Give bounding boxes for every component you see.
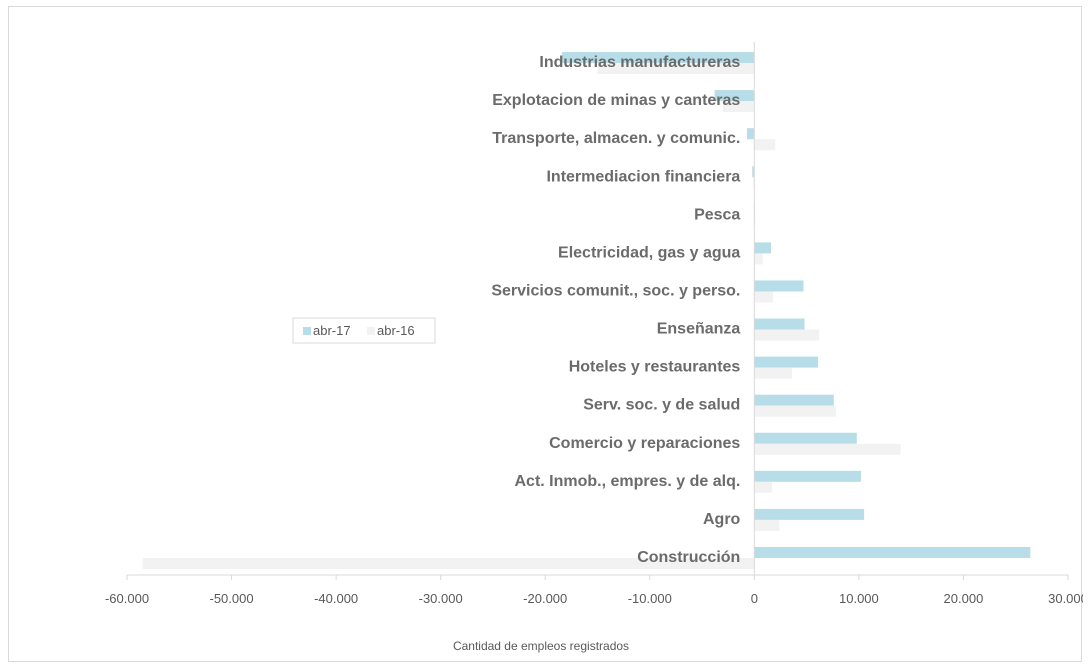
- category-label: Enseñanza: [657, 321, 741, 338]
- bar-abr17-13: [754, 546, 1031, 558]
- x-tick-label: -30.000: [419, 591, 463, 606]
- bar-abr16-13: [142, 557, 755, 569]
- legend-swatch: [367, 327, 375, 335]
- chart-frame: Industrias manufactureras Explotacion de …: [8, 6, 1083, 662]
- category-label: Pesca: [694, 206, 740, 223]
- legend-swatch: [303, 327, 311, 335]
- x-tick-label: -60.000: [105, 591, 149, 606]
- bar-abr16-2: [754, 139, 776, 151]
- category-label: Electricidad, gas y agua: [558, 244, 740, 261]
- x-tick-label: 10.000: [839, 591, 879, 606]
- category-label: Hoteles y restaurantes: [569, 359, 741, 376]
- category-label: Transporte, almacen. y comunic.: [492, 130, 740, 147]
- x-axis-title: Cantidad de empleos registrados: [453, 639, 629, 653]
- category-label: Comercio y reparaciones: [549, 435, 740, 452]
- x-tick-label: -50.000: [210, 591, 254, 606]
- bar-abr16-5: [754, 253, 763, 265]
- category-label: Construcción: [637, 549, 740, 566]
- bar-abr17-8: [754, 356, 819, 368]
- x-tick-label: 30.000: [1048, 591, 1083, 606]
- x-tick-label: -20.000: [523, 591, 567, 606]
- bar-abr17-10: [754, 432, 857, 444]
- x-tick-label: 0: [751, 591, 758, 606]
- bar-abr17-9: [754, 394, 834, 406]
- bar-abr17-12: [754, 508, 865, 520]
- bar-abr16-3: [753, 177, 755, 189]
- bar-chart: Industrias manufactureras Explotacion de …: [105, 42, 1083, 653]
- x-tick-label: 20.000: [944, 591, 984, 606]
- bar-abr16-9: [754, 405, 836, 417]
- category-label: Industrias manufactureras: [539, 54, 740, 71]
- bar-abr16-6: [754, 291, 774, 303]
- bar-abr16-4: [754, 215, 756, 227]
- legend-box: [292, 317, 436, 344]
- category-label: Servicios comunit., soc. y perso.: [491, 282, 740, 299]
- bar-abr17-0: [561, 52, 755, 64]
- bar-abr17-6: [754, 280, 804, 292]
- bar-abr16-0: [597, 63, 755, 75]
- bar-abr16-1: [722, 101, 755, 113]
- category-label: Agro: [703, 511, 741, 528]
- legend-label: abr-16: [377, 323, 415, 338]
- bar-abr17-3: [752, 166, 755, 178]
- category-label: Explotacion de minas y canteras: [492, 92, 740, 109]
- x-tick-label: -40.000: [314, 591, 358, 606]
- bar-abr16-10: [754, 443, 901, 455]
- x-tick-label: -10.000: [628, 591, 672, 606]
- bar-abr17-7: [754, 318, 805, 330]
- bar-abr16-11: [754, 481, 773, 493]
- bar-abr17-11: [754, 470, 861, 482]
- bar-abr16-7: [754, 329, 820, 341]
- legend-label: abr-17: [313, 323, 351, 338]
- category-label: Act. Inmob., empres. y de alq.: [514, 473, 740, 490]
- bar-abr17-2: [747, 128, 755, 140]
- bar-abr16-8: [754, 367, 792, 379]
- bar-abr17-5: [754, 242, 772, 254]
- category-label: Serv. soc. y de salud: [583, 397, 740, 414]
- bar-abr16-12: [754, 519, 780, 531]
- category-label: Intermediacion financiera: [546, 168, 740, 185]
- bar-abr17-1: [714, 90, 755, 102]
